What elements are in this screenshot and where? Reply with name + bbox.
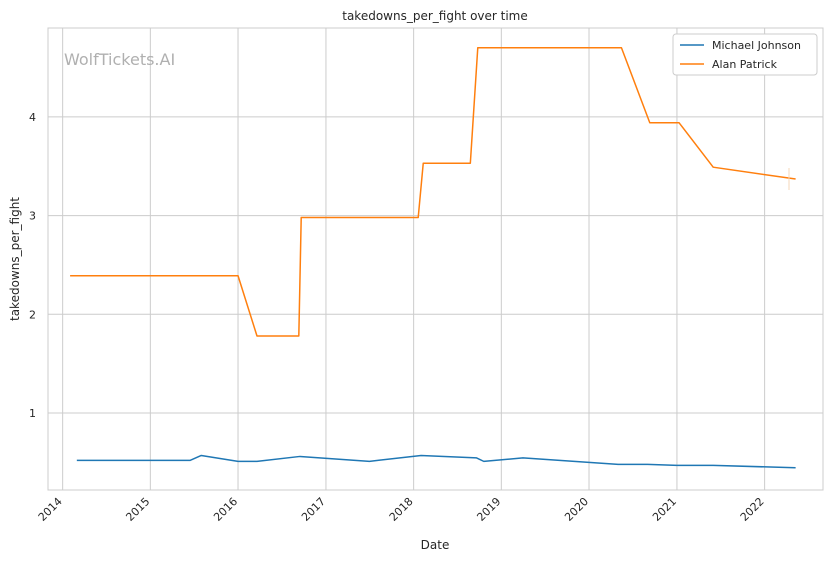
x-tick-label: 2020 <box>562 495 591 524</box>
x-tick-label: 2015 <box>123 495 152 524</box>
legend-label-michael-johnson: Michael Johnson <box>712 39 801 52</box>
y-tick-labels: 1 2 3 4 <box>29 111 36 420</box>
legend-label-alan-patrick: Alan Patrick <box>712 58 778 71</box>
y-tick-label: 2 <box>29 308 36 321</box>
x-tick-label: 2017 <box>299 495 328 524</box>
x-tick-label: 2016 <box>211 495 240 524</box>
x-tick-label: 2021 <box>650 495 679 524</box>
watermark: WolfTickets.AI <box>64 50 175 69</box>
chart-title: takedowns_per_fight over time <box>342 9 528 23</box>
legend: Michael Johnson Alan Patrick <box>672 33 818 76</box>
y-tick-label: 3 <box>29 210 36 223</box>
gridlines <box>48 28 823 490</box>
x-tick-label: 2018 <box>387 495 416 524</box>
y-axis-label: takedowns_per_fight <box>8 197 22 321</box>
x-tick-label: 2014 <box>36 495 65 524</box>
x-tick-label: 2022 <box>738 495 767 524</box>
series-lines <box>70 46 796 469</box>
y-tick-label: 4 <box>29 111 36 124</box>
plot-area <box>48 28 823 490</box>
x-tick-labels: 2014 2015 2016 2017 2018 2019 2020 2021 2022 <box>36 495 767 524</box>
plot-frame <box>47 27 824 491</box>
series-line-alan-patrick <box>70 46 796 337</box>
legend-box <box>672 33 818 76</box>
x-tick-label: 2019 <box>474 495 503 524</box>
series-line-michael-johnson <box>76 454 796 469</box>
x-axis-label: Date <box>421 538 450 552</box>
y-tick-label: 1 <box>29 407 36 420</box>
